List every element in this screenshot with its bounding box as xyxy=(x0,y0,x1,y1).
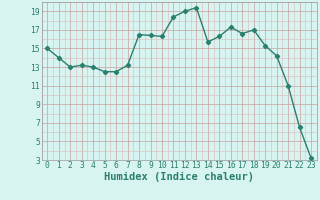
X-axis label: Humidex (Indice chaleur): Humidex (Indice chaleur) xyxy=(104,172,254,182)
